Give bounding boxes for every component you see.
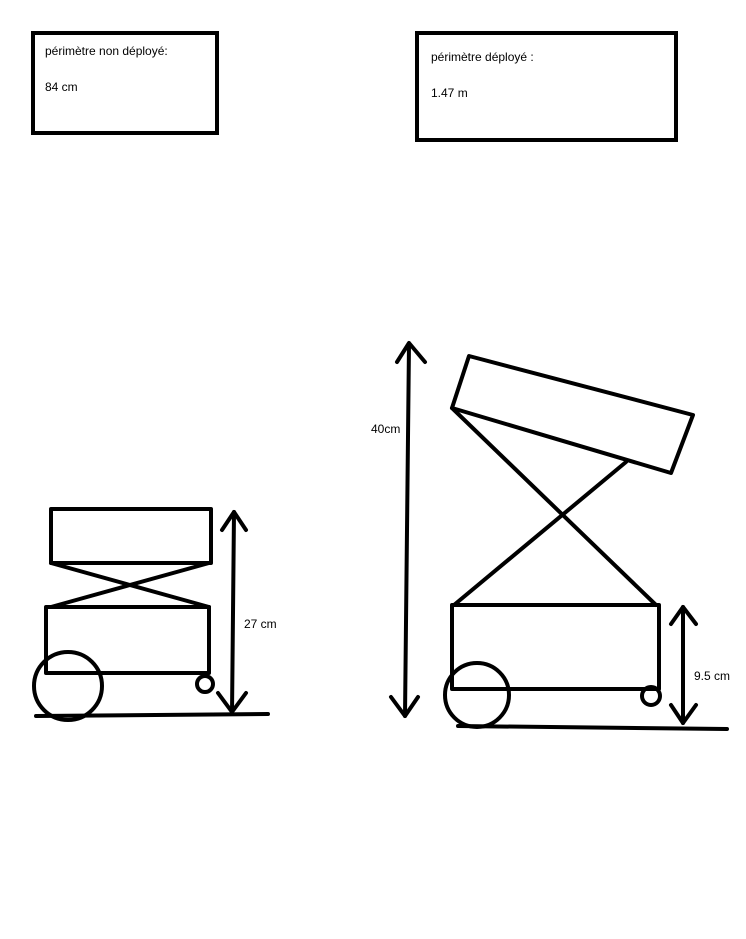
perimeter-deployed-box: périmètre déployé : 1.47 m (415, 31, 678, 142)
chassis-height-label: 9.5 cm (694, 669, 731, 683)
deployed-height-label: 40cm (371, 422, 401, 436)
deployed-height-arrow (389, 341, 427, 718)
folded-big-wheel (32, 650, 104, 722)
chassis-height-arrow (669, 605, 698, 725)
folded-top-platform (49, 507, 213, 565)
perimeter-folded-box: périmètre non déployé: 84 cm (31, 31, 219, 135)
folded-ground-line (34, 712, 270, 718)
deployed-tilted-platform (450, 354, 695, 475)
folded-robot (32, 507, 270, 722)
perimeter-deployed-value: 1.47 m (431, 86, 468, 100)
folded-height-label: 27 cm (244, 617, 277, 631)
perimeter-folded-value: 84 cm (45, 80, 78, 94)
folded-small-wheel (195, 674, 215, 694)
folded-scissor-lift (49, 561, 211, 609)
deployed-big-wheel (443, 661, 511, 729)
deployed-robot (443, 354, 729, 731)
folded-chassis (44, 605, 211, 675)
deployed-scissor-lift (450, 406, 658, 607)
perimeter-deployed-label: périmètre déployé : (431, 50, 534, 64)
deployed-small-wheel (640, 685, 662, 707)
deployed-ground-line (456, 724, 729, 731)
perimeter-folded-label: périmètre non déployé: (45, 44, 168, 58)
deployed-chassis (450, 603, 661, 691)
folded-height-arrow (216, 510, 248, 716)
